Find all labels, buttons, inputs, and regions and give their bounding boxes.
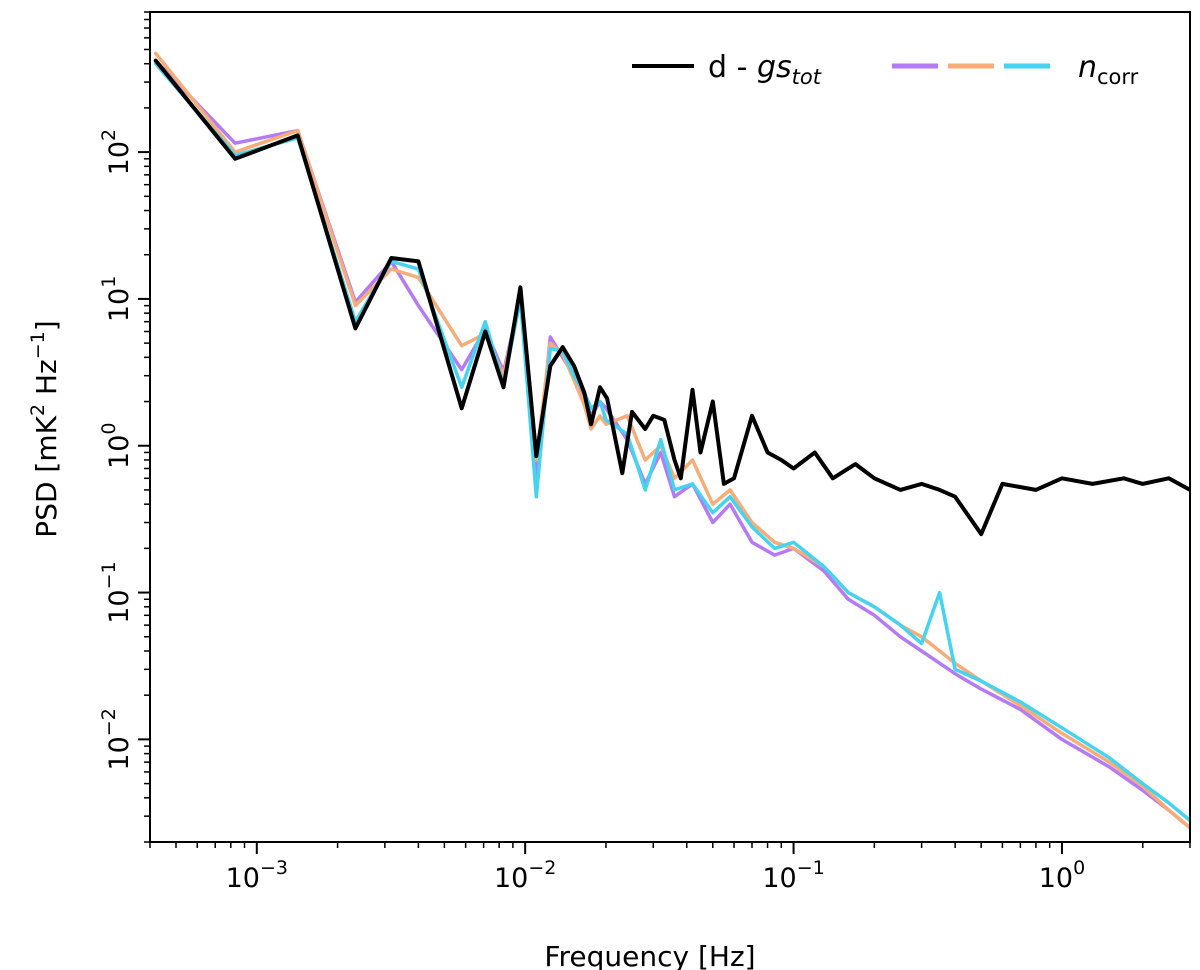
series-layer	[153, 51, 1190, 830]
x-tick-label: 10−3	[226, 857, 288, 894]
x-axis-title: Frequency [Hz]	[544, 940, 755, 970]
legend: d - gstot ncorr	[632, 50, 1139, 89]
axes-layer: 10−3 10−2 10−1 100 10−2 10−1 100 101 102 Frequenc…	[27, 11, 1191, 970]
y-tick-label: 100	[98, 423, 135, 469]
series-line-3	[153, 58, 1190, 537]
x-tick-label: 10−1	[762, 857, 824, 894]
series-line-2	[153, 61, 1190, 823]
plot-frame	[149, 11, 1191, 843]
x-tick-label: 100	[1039, 857, 1085, 894]
x-tick-label: 10−2	[494, 857, 556, 894]
y-tick-label: 101	[98, 276, 135, 322]
y-axis-title: PSD [mK2 Hz−1]	[27, 320, 63, 537]
y-tick-label: 10−2	[98, 708, 135, 770]
y-tick-label: 102	[98, 129, 135, 175]
legend-label-d-gs: d - gstot	[708, 50, 822, 89]
y-tick-label: 10−1	[98, 561, 135, 623]
legend-label-ncorr: ncorr	[1078, 50, 1139, 89]
